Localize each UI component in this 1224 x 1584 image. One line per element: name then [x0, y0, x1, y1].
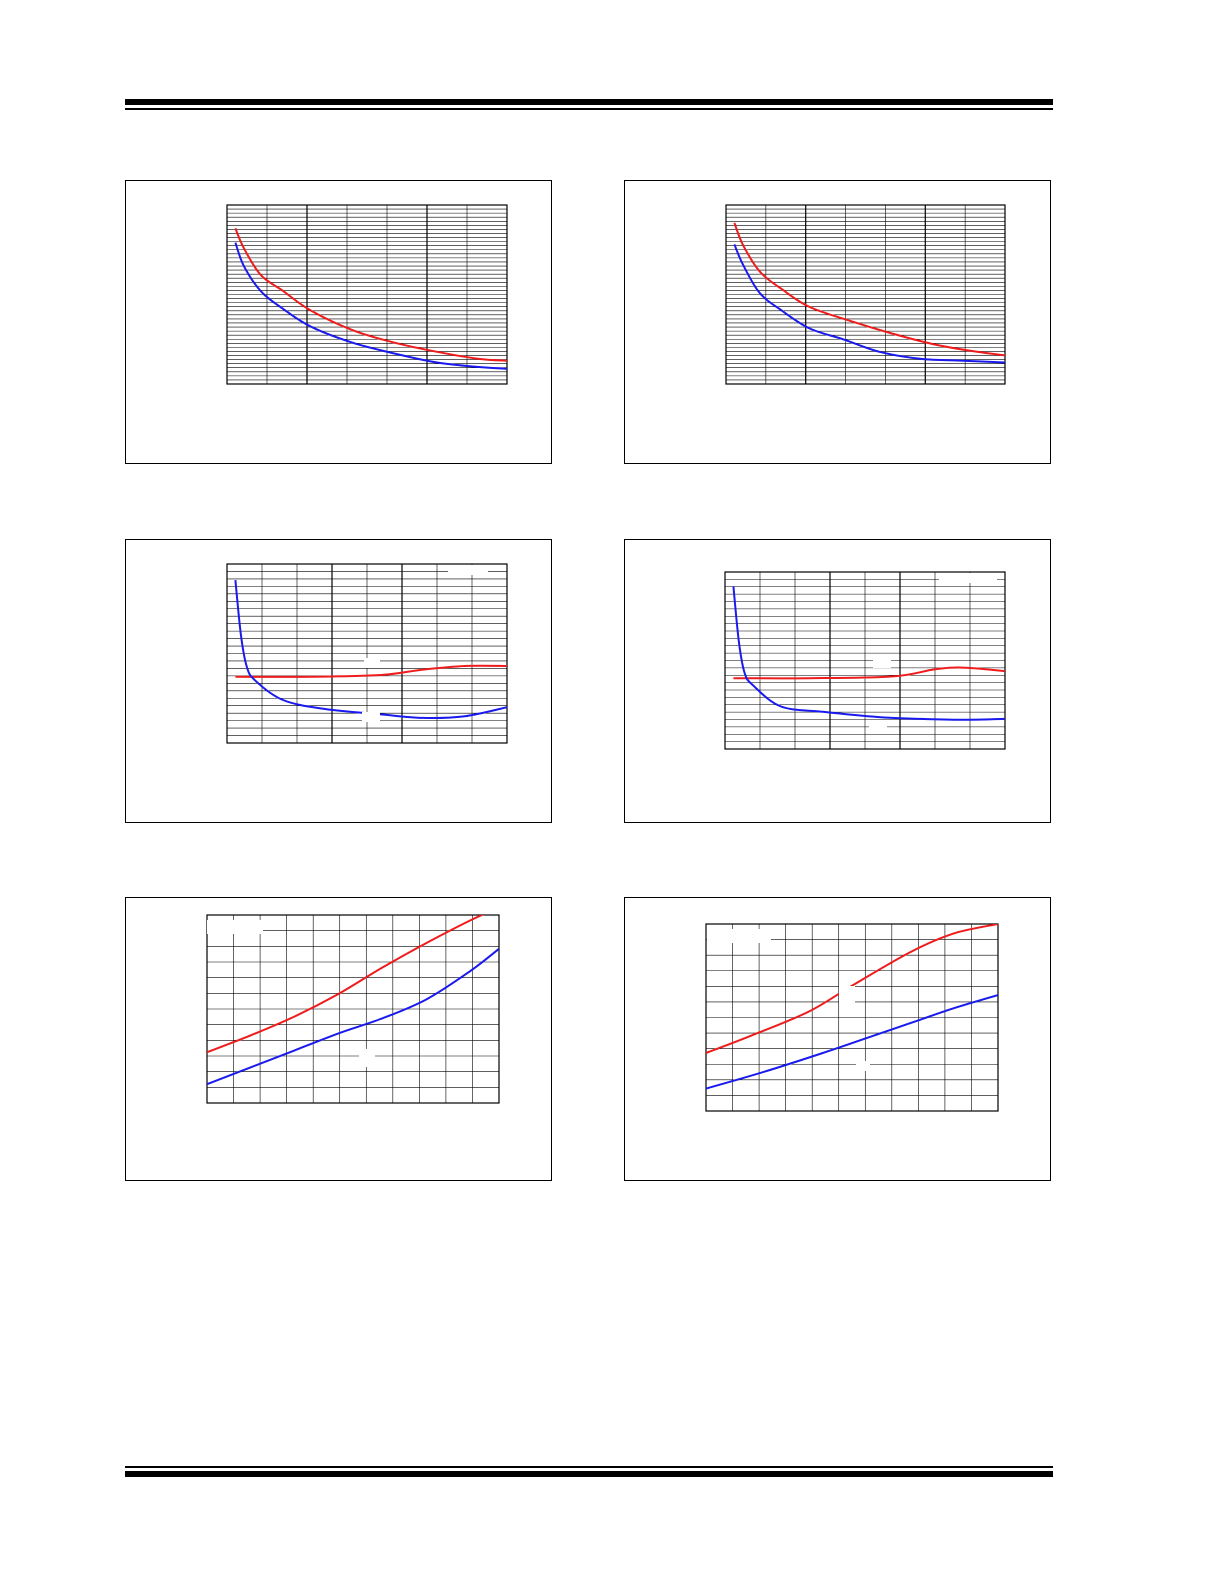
label-mask: [873, 658, 891, 668]
red-series-line: [207, 915, 485, 1054]
grid: [726, 205, 1005, 384]
plot-frame: [226, 204, 508, 385]
label-mask: [939, 573, 997, 583]
plot-frame: [206, 914, 500, 1104]
chart-3: [226, 563, 508, 744]
chart-5: [206, 914, 500, 1104]
label-mask: [707, 929, 771, 943]
plot-frame: [705, 923, 999, 1112]
label-mask: [869, 721, 887, 731]
blue-series-line: [234, 242, 507, 370]
header-rule-thick: [125, 99, 1053, 105]
chart-panel-2: [624, 180, 1051, 464]
footer-rule-thick: [125, 1471, 1053, 1477]
chart-panel-4: [624, 539, 1051, 823]
header-rule-thin: [125, 108, 1053, 110]
footer-rule-thin: [125, 1466, 1053, 1468]
chart-4: [724, 571, 1006, 750]
chart-panel-3: [125, 539, 552, 823]
red-series-line: [706, 924, 998, 1054]
label-mask: [856, 1061, 870, 1071]
grid: [207, 915, 499, 1103]
chart-6: [705, 923, 999, 1112]
grid: [706, 924, 998, 1111]
red-series-line: [234, 227, 507, 362]
label-mask: [359, 1049, 375, 1067]
label-mask: [839, 986, 855, 1004]
label-mask: [207, 920, 263, 934]
blue-series-line: [207, 948, 499, 1086]
blue-series-line: [706, 994, 998, 1090]
plot-frame: [226, 563, 508, 744]
blue-series-line: [234, 580, 507, 719]
label-mask: [448, 565, 488, 575]
label-mask: [362, 712, 380, 722]
grid: [227, 205, 507, 384]
chart-panel-1: [125, 180, 552, 464]
blue-series-line: [732, 586, 1005, 721]
plot-frame: [724, 571, 1006, 750]
chart-panel-5: [125, 897, 552, 1181]
red-series-line: [733, 222, 1005, 357]
label-mask: [364, 658, 380, 668]
grid: [725, 572, 1005, 749]
red-series-line: [733, 666, 1005, 680]
chart-1: [226, 204, 508, 385]
chart-2: [725, 204, 1006, 385]
chart-panel-6: [624, 897, 1051, 1181]
plot-frame: [725, 204, 1006, 385]
blue-series-line: [733, 244, 1005, 364]
red-series-line: [235, 664, 507, 678]
